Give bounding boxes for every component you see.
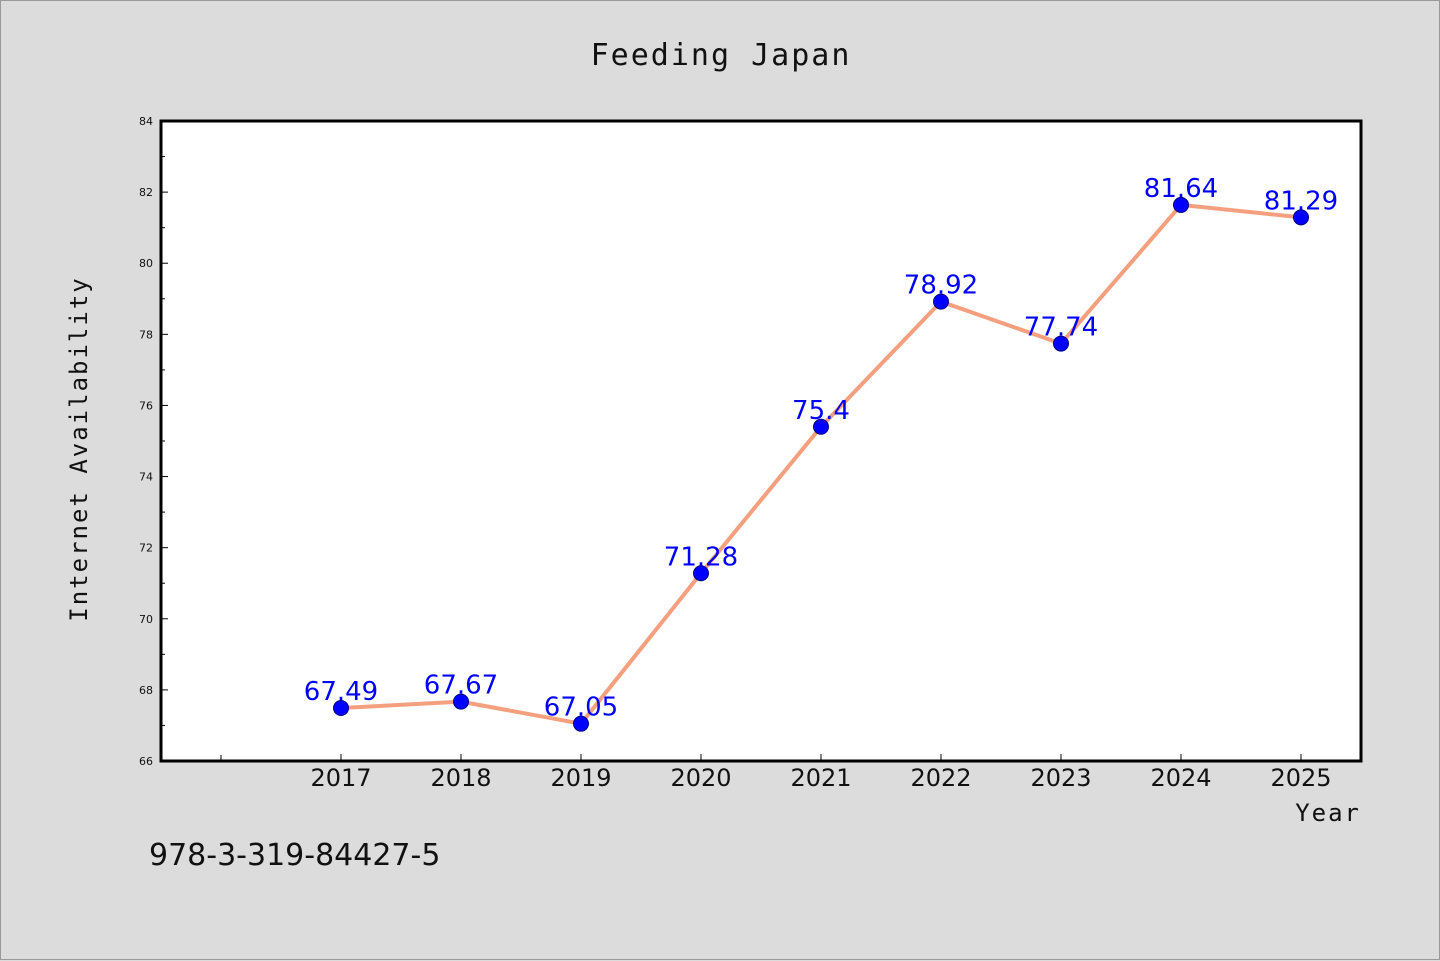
data-label: 77.74 <box>1024 313 1098 343</box>
data-point <box>1173 196 1189 213</box>
data-point <box>1293 209 1309 226</box>
data-label: 71.28 <box>664 542 738 572</box>
chart-title: Feeding Japan <box>591 38 852 73</box>
data-label: 67.67 <box>424 671 498 701</box>
isbn-text: 978-3-319-84427-5 <box>149 838 440 873</box>
x-axis-label: Year <box>1295 799 1361 827</box>
y-tick-label: 74 <box>139 471 153 484</box>
y-tick-label: 80 <box>139 257 153 270</box>
x-tick-label: 2022 <box>910 764 971 792</box>
x-tick-label: 2021 <box>790 764 851 792</box>
x-axis: 2017 2018 2019 2020 2021 2022 2023 2024 2025 <box>220 754 1332 792</box>
y-tick-label: 76 <box>139 399 153 412</box>
series-group: 67.49 67.67 67.05 71.28 75.4 78.92 77.74 81.64 8… <box>304 174 1338 732</box>
x-tick-label: 2018 <box>430 764 491 792</box>
y-axis: 66 68 70 72 74 76 78 80 82 84 <box>139 115 168 768</box>
x-tick-label: 2023 <box>1030 764 1091 792</box>
data-point <box>933 293 949 310</box>
data-point <box>813 418 829 435</box>
y-tick-label: 66 <box>139 755 153 768</box>
data-point <box>453 693 469 710</box>
plot-area <box>159 119 1363 763</box>
data-label: 75.4 <box>792 396 850 426</box>
y-tick-label: 82 <box>139 186 153 199</box>
data-point <box>333 700 349 717</box>
x-tick-label: 2025 <box>1270 764 1331 792</box>
x-tick-label: 2024 <box>1150 764 1211 792</box>
x-tick-label: 2017 <box>310 764 371 792</box>
data-point <box>693 565 709 582</box>
data-label: 81.64 <box>1144 174 1218 204</box>
data-label: 78.92 <box>904 271 978 301</box>
data-label: 67.49 <box>304 677 378 707</box>
y-tick-label: 70 <box>139 613 153 626</box>
y-axis-label: Internet Availability <box>65 276 93 621</box>
y-tick-label: 68 <box>139 684 153 697</box>
y-tick-label: 72 <box>139 542 153 555</box>
data-point <box>573 715 589 732</box>
data-label: 81.29 <box>1264 186 1338 216</box>
x-tick-label: 2020 <box>670 764 731 792</box>
data-point <box>1053 335 1069 352</box>
x-tick-label: 2019 <box>550 764 611 792</box>
y-tick-label: 78 <box>139 328 153 341</box>
data-label: 67.05 <box>544 693 618 723</box>
y-tick-label: 84 <box>139 115 153 128</box>
